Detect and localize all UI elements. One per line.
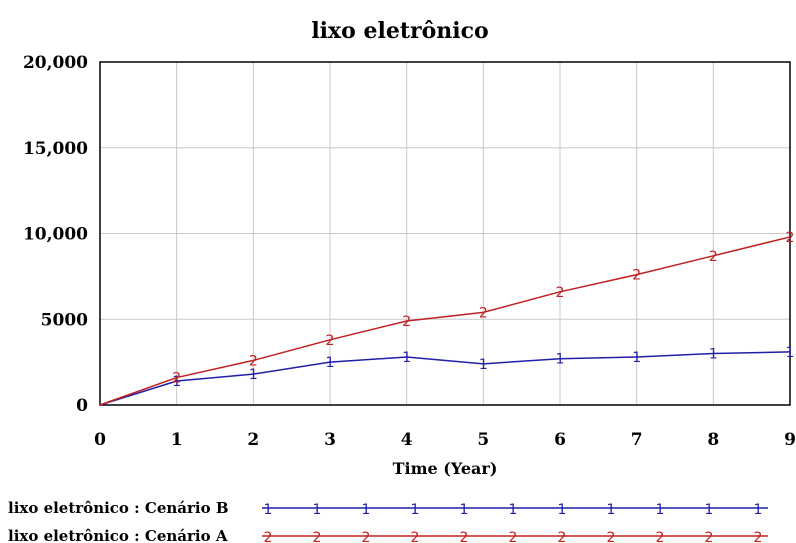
x-tick-label: 9: [784, 430, 796, 450]
data-point-marker: 1: [326, 355, 335, 371]
data-point-marker: 1: [556, 352, 565, 368]
legend-marker: 2: [705, 530, 714, 543]
legend-marker: 2: [264, 530, 273, 543]
legend-marker: 1: [754, 502, 763, 518]
legend-marker: 1: [362, 502, 371, 518]
data-point-marker: 2: [172, 371, 181, 387]
legend-marker: 2: [656, 530, 665, 543]
legend-marker: 1: [558, 502, 567, 518]
y-tick-label: 10,000: [23, 225, 88, 245]
legend-marker: 1: [509, 502, 518, 518]
x-tick-label: 8: [707, 430, 719, 450]
data-point-marker: 2: [402, 314, 411, 330]
x-tick-label: 2: [247, 430, 259, 450]
series-line: [99, 236, 791, 406]
legend-marker: 1: [705, 502, 714, 518]
legend-marker: 1: [313, 502, 322, 518]
series-2: 2 2 2 2 2 2 2 2 2: [99, 230, 795, 406]
data-point-marker: 1: [632, 350, 641, 366]
data-point-marker: 2: [479, 305, 488, 321]
x-tick-label: 6: [554, 430, 566, 450]
legend-marker: 1: [411, 502, 420, 518]
legend-marker: 2: [411, 530, 420, 543]
legend-label: lixo eletrônico : Cenário A: [8, 527, 228, 543]
legend-marker: 2: [460, 530, 469, 543]
plot-frame: [99, 61, 791, 406]
legend-marker: 1: [656, 502, 665, 518]
series-line: [99, 351, 791, 406]
legend-marker: 2: [313, 530, 322, 543]
x-tick-label: 0: [94, 430, 106, 450]
legend-marker: 1: [264, 502, 273, 518]
data-point-marker: 1: [786, 345, 795, 361]
data-point-marker: 1: [479, 357, 488, 373]
legend-entry: lixo eletrônico : Cenário B 1 1 1 1 1 1 1 1 1 1 1: [8, 499, 768, 518]
x-axis-ticks: 0 1 2 3 4 5 6 7 8 9: [94, 430, 796, 450]
data-point-marker: 2: [326, 333, 335, 349]
data-point-marker: 2: [556, 285, 565, 301]
x-axis-title: Time (Year): [393, 459, 498, 478]
legend-marker: 2: [558, 530, 567, 543]
y-tick-label: 20,000: [23, 53, 88, 73]
data-point-marker: 1: [249, 367, 258, 383]
chart-title: lixo eletrônico: [311, 18, 488, 44]
x-tick-label: 3: [324, 430, 336, 450]
legend-marker: 2: [509, 530, 518, 543]
data-point-marker: 1: [172, 374, 181, 390]
y-tick-label: 5000: [41, 310, 88, 330]
x-tick-label: 4: [401, 430, 413, 450]
data-point-marker: 2: [786, 230, 795, 246]
legend-label: lixo eletrônico : Cenário B: [8, 499, 229, 517]
y-tick-label: 15,000: [23, 139, 88, 159]
legend-entry: lixo eletrônico : Cenário A 2 2 2 2 2 2 2 2 2 2 2: [8, 527, 768, 543]
legend-marker: 2: [362, 530, 371, 543]
data-point-marker: 2: [709, 249, 718, 265]
y-tick-label: 0: [76, 396, 88, 416]
data-point-marker: 1: [709, 347, 718, 363]
grid: [100, 62, 790, 405]
legend: lixo eletrônico : Cenário B 1 1 1 1 1 1 1 1 1 1 1li…: [8, 499, 768, 543]
legend-marker: 1: [607, 502, 616, 518]
data-point-marker: 2: [632, 268, 641, 284]
y-axis-ticks: 0 5000 10,000 15,000 20,000: [23, 53, 88, 416]
legend-marker: 2: [754, 530, 763, 543]
legend-marker: 1: [460, 502, 469, 518]
x-tick-label: 1: [171, 430, 183, 450]
series-1: 1 1 1 1 1 1 1 1 1: [99, 345, 795, 406]
x-tick-label: 7: [631, 430, 643, 450]
x-tick-label: 5: [477, 430, 489, 450]
legend-marker: 2: [607, 530, 616, 543]
data-point-marker: 1: [402, 350, 411, 366]
data-point-marker: 2: [249, 353, 258, 369]
